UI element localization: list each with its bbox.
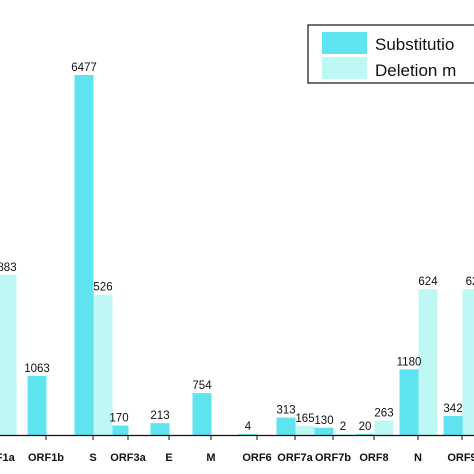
bar-substitution-orf9 [443,415,463,435]
value-label-deletion-orf9: 62 [466,276,474,288]
category-label-orf6: ORF6 [242,452,271,464]
legend-swatch-deletion [322,57,367,79]
bar-substitution-orf8 [355,433,375,435]
value-label-substitution-orf3a: 170 [109,413,128,425]
value-label-substitution-s: 6477 [71,62,97,74]
category-label-orf1a: ORF1a [0,452,16,464]
value-label-substitution-orf1b: 1063 [24,363,50,375]
bar-substitution-orf7a [276,417,296,435]
category-label-n: N [414,452,422,464]
category-label-orf3a: ORF3a [110,452,146,464]
bar-substitution-s [74,75,94,435]
value-labels-layer: 4111063647717021375443131302011803428835… [0,62,474,433]
legend: Substitutio Deletion m [307,24,474,84]
bar-substitution-n [399,369,419,435]
category-label-orf8: ORF8 [359,452,388,464]
value-label-substitution-orf8: 20 [359,421,372,433]
bar-deletion-orf7b [333,434,353,435]
bar-deletion-s [93,294,113,435]
value-label-deletion-orf8: 263 [374,407,393,419]
value-label-deletion-orf7a: 165 [295,413,314,425]
legend-label-substitution: Substitutio [375,35,454,54]
bar-deletion-orf8 [374,420,394,435]
bar-substitution-orf1b [27,375,47,435]
value-label-substitution-orf7b: 130 [314,415,333,427]
value-label-deletion-orf7b: 2 [340,421,346,433]
bar-substitution-e [150,423,170,435]
category-label-s: S [89,452,96,464]
legend-label-deletion: Deletion m [375,61,456,80]
category-label-m: M [206,452,215,464]
category-label-orf9: ORF9 [447,452,474,464]
value-label-substitution-orf6: 4 [245,421,252,433]
category-label-orf1b: ORF1b [28,452,64,464]
bar-deletion-orf1a [0,274,17,435]
value-label-substitution-m: 754 [192,380,212,392]
x-ticks-layer [45,435,463,440]
value-label-substitution-n: 1180 [397,356,422,368]
bar-substitution-orf7b [314,427,334,435]
bar-deletion-n [418,289,438,435]
bar-substitution-m [192,393,212,435]
bar-substitution-orf6 [238,434,258,435]
legend-swatch-substitution [322,32,367,54]
value-label-deletion-orf1a: 883 [0,262,17,274]
bar-deletion-orf7a [295,425,315,435]
value-label-deletion-n: 624 [418,276,438,288]
category-label-orf7a: ORF7a [277,452,313,464]
value-label-substitution-e: 213 [150,410,169,422]
value-label-substitution-orf9: 342 [443,403,462,415]
category-label-orf7b: ORF7b [315,452,351,464]
category-label-e: E [165,452,172,464]
value-label-substitution-orf7a: 313 [276,405,295,417]
value-label-deletion-s: 526 [93,282,112,294]
bar-deletion-orf9 [462,289,474,435]
bars-layer [0,75,474,435]
bar-substitution-orf3a [109,425,129,435]
